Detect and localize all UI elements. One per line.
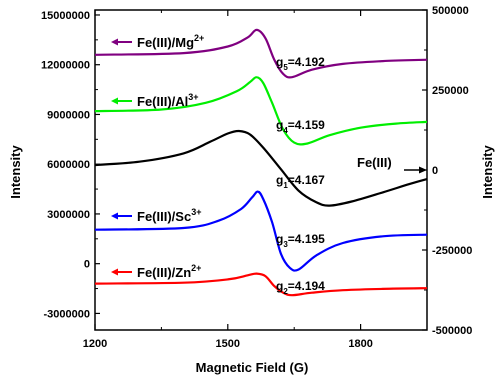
series-group <box>94 28 428 297</box>
y-left-tick-label: 9000000 <box>47 109 90 121</box>
series-label-3: Fe(III)/Sc3+ <box>137 207 201 224</box>
g-value-label-3: g3=4.195 <box>276 232 325 249</box>
y-axis-left-label: Intensity <box>8 145 23 199</box>
series-label-0: Fe(III)/Mg2+ <box>137 33 204 50</box>
series-line-0 <box>94 28 428 79</box>
y-right-tick-label: -500000 <box>432 325 472 337</box>
y-left-tick-label: 3000000 <box>47 209 90 221</box>
legend-arrow-head-0 <box>111 38 118 46</box>
x-tick-label: 1200 <box>83 338 107 350</box>
x-axis-label: Magnetic Field (G) <box>196 360 309 375</box>
y-right-tick-label: 500000 <box>432 5 469 17</box>
y-axis-right-label: Intensity <box>480 145 495 199</box>
y-left-tick-label: 6000000 <box>47 159 90 171</box>
y-right-tick-label: 250000 <box>432 85 469 97</box>
g-value-label-2: g1=4.167 <box>276 173 325 190</box>
x-tick-label: 1500 <box>216 338 240 350</box>
fe-arrow-head <box>419 166 427 174</box>
y-left-tick-label: 0 <box>84 259 90 271</box>
series-label-1: Fe(III)/Al3+ <box>137 92 199 109</box>
axis-ticks-group: 1200 1500 1800 -3000000 0 3000000 6000000 90000… <box>41 5 472 350</box>
plot-frame <box>94 9 428 331</box>
y-left-tick-label: -3000000 <box>44 308 91 320</box>
g-value-label-4: g2=4.194 <box>276 279 325 296</box>
series-line-2 <box>94 129 428 207</box>
y-left-tick-label: 15000000 <box>41 10 90 22</box>
plot-frame-group <box>94 9 428 331</box>
y-right-tick-label: -250000 <box>432 245 472 257</box>
y-right-tick-label: 0 <box>432 165 438 177</box>
y-left-tick-label: 12000000 <box>41 60 90 72</box>
legend-arrow-head-4 <box>111 268 118 276</box>
series-labels-group: Fe(III)/Mg2+ g5=4.192 Fe(III)/Al3+ g4=4.159… <box>111 33 427 296</box>
legend-arrow-head-1 <box>111 97 118 105</box>
series-line-3 <box>94 190 428 272</box>
legend-arrow-head-3 <box>111 212 118 220</box>
x-tick-label: 1800 <box>348 338 372 350</box>
series-line-1 <box>94 76 428 146</box>
series-label-2: Fe(III) <box>357 155 392 170</box>
g-value-label-0: g5=4.192 <box>276 55 325 72</box>
series-label-4: Fe(III)/Zn2+ <box>137 263 201 280</box>
g-value-label-1: g4=4.159 <box>276 118 325 135</box>
series-line-4 <box>94 272 428 297</box>
